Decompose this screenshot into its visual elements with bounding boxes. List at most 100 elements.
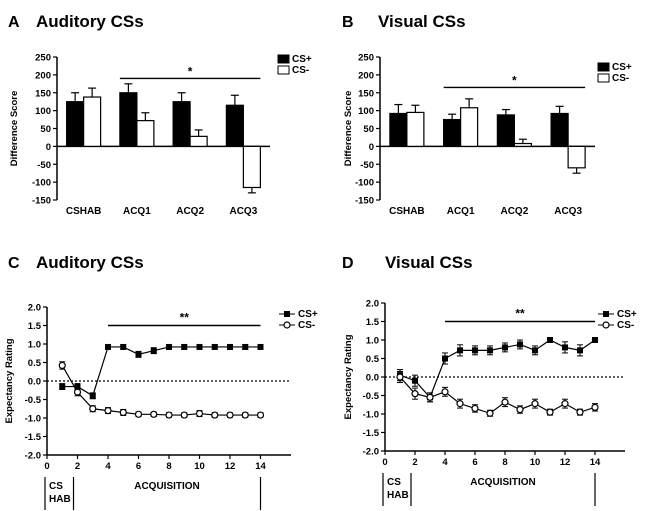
- point-cs-plus: [472, 347, 478, 354]
- significance-label: **: [180, 311, 190, 325]
- legend-label: CS-: [292, 65, 309, 76]
- point-cs-minus: [180, 411, 188, 419]
- y-tick-label: -50: [360, 160, 374, 171]
- point-cs-minus: [456, 400, 464, 408]
- x-tick-label: 4: [105, 461, 111, 472]
- y-tick-label: -1.5: [363, 428, 380, 439]
- point-cs-minus: [411, 390, 419, 398]
- point-cs-plus: [242, 343, 249, 350]
- point-cs-plus: [547, 337, 553, 343]
- series-line-cs-plus: [62, 346, 261, 397]
- y-tick-label: -2.0: [363, 447, 379, 458]
- y-tick-label: -1.0: [363, 410, 379, 421]
- point-cs-plus: [257, 343, 264, 350]
- point-cs-plus: [562, 344, 568, 351]
- legend-label: CS+: [612, 62, 632, 73]
- phase-label-acquisition: ACQUISITION: [134, 481, 200, 492]
- point-cs-minus: [89, 405, 97, 413]
- point-cs-plus: [502, 344, 508, 351]
- point-cs-plus: [517, 341, 523, 348]
- y-tick-label: -1.0: [25, 414, 41, 425]
- point-cs-plus: [457, 347, 463, 354]
- point-cs-minus: [150, 410, 158, 418]
- point-cs-minus: [591, 403, 599, 411]
- y-tick-label: -2.0: [25, 451, 41, 462]
- point-cs-minus: [73, 388, 82, 396]
- point-cs-minus: [516, 405, 524, 414]
- point-cs-minus: [501, 398, 509, 406]
- point-cs-plus: [166, 343, 172, 350]
- y-tick-label: 250: [358, 53, 374, 64]
- bar-cs-minus: [83, 96, 102, 147]
- x-tick-label: 0: [44, 461, 49, 472]
- legend-label: CS+: [292, 54, 312, 65]
- point-cs-plus: [442, 355, 448, 362]
- point-cs-minus: [546, 408, 554, 416]
- bar-cs-plus: [66, 101, 85, 147]
- point-cs-plus: [592, 337, 598, 343]
- point-cs-plus: [59, 383, 66, 390]
- x-category-label: ACQ2: [176, 206, 204, 217]
- phase-label-hab: HAB: [387, 490, 409, 501]
- point-cs-minus: [165, 411, 173, 419]
- point-cs-plus: [412, 377, 418, 384]
- x-category-label: ACQ2: [500, 206, 528, 217]
- point-cs-minus: [256, 411, 265, 419]
- x-tick-label: 12: [560, 457, 571, 468]
- point-cs-minus: [211, 411, 219, 419]
- point-cs-plus: [120, 343, 127, 350]
- legend-label: CS+: [617, 309, 637, 320]
- y-tick-label: 150: [358, 88, 374, 99]
- point-cs-minus: [531, 400, 539, 408]
- bar-cs-minus: [567, 145, 586, 169]
- y-axis-label: Difference Score: [9, 91, 20, 167]
- y-tick-label: 1.0: [28, 340, 41, 351]
- y-tick-label: -0.5: [25, 395, 42, 406]
- x-tick-label: 0: [382, 457, 387, 468]
- y-tick-label: 0: [369, 142, 374, 153]
- panel-c-title: Auditory CSs: [36, 253, 144, 272]
- x-category-label: CSHAB: [389, 206, 425, 217]
- y-tick-label: 0: [46, 142, 51, 153]
- panel-c-letter: C: [8, 255, 20, 272]
- y-axis-label: Difference Score: [343, 91, 354, 167]
- legend-label: CS+: [298, 309, 318, 320]
- bar-cs-plus: [172, 101, 191, 147]
- y-tick-label: -100: [355, 178, 374, 189]
- point-cs-plus: [487, 347, 493, 354]
- y-tick-label: 200: [358, 70, 374, 81]
- y-axis-label: Expectancy Rating: [4, 338, 15, 423]
- y-tick-label: -0.5: [363, 391, 380, 402]
- panel-d-letter: D: [342, 255, 354, 272]
- bar-cs-plus: [389, 112, 408, 147]
- x-tick-label: 14: [255, 461, 266, 472]
- point-cs-plus: [74, 383, 81, 390]
- point-cs-plus: [135, 351, 142, 358]
- panel-a-title: Auditory CSs: [36, 12, 144, 31]
- bar-cs-plus: [443, 118, 462, 147]
- x-category-label: ACQ1: [447, 206, 475, 217]
- y-tick-label: 0.5: [28, 358, 42, 369]
- point-cs-minus: [426, 393, 434, 401]
- panel-a-letter: A: [8, 14, 20, 31]
- panel-c: C Auditory CSs -2.0 -1.5 -1.0 -0.5 0.0 0.5 1.0…: [4, 253, 318, 510]
- point-cs-minus: [576, 408, 584, 416]
- point-cs-plus: [105, 343, 111, 350]
- bar-cs-minus: [136, 120, 155, 147]
- y-tick-label: -1.5: [25, 432, 42, 443]
- point-cs-minus: [441, 388, 449, 396]
- x-tick-label: 8: [166, 461, 171, 472]
- point-cs-plus: [227, 343, 233, 350]
- point-cs-minus: [486, 409, 494, 417]
- legend-label: CS-: [617, 320, 634, 331]
- y-tick-label: 50: [40, 124, 51, 135]
- point-cs-minus: [396, 373, 404, 381]
- x-category-label: ACQ3: [554, 206, 582, 217]
- y-tick-label: 50: [363, 124, 374, 135]
- significance-label: *: [512, 73, 517, 87]
- point-cs-minus: [226, 411, 234, 419]
- phase-label-acquisition: ACQUISITION: [470, 477, 536, 488]
- legend-marker: [602, 321, 610, 329]
- panel-b-title: Visual CSs: [378, 12, 466, 31]
- bar-cs-plus: [119, 92, 138, 147]
